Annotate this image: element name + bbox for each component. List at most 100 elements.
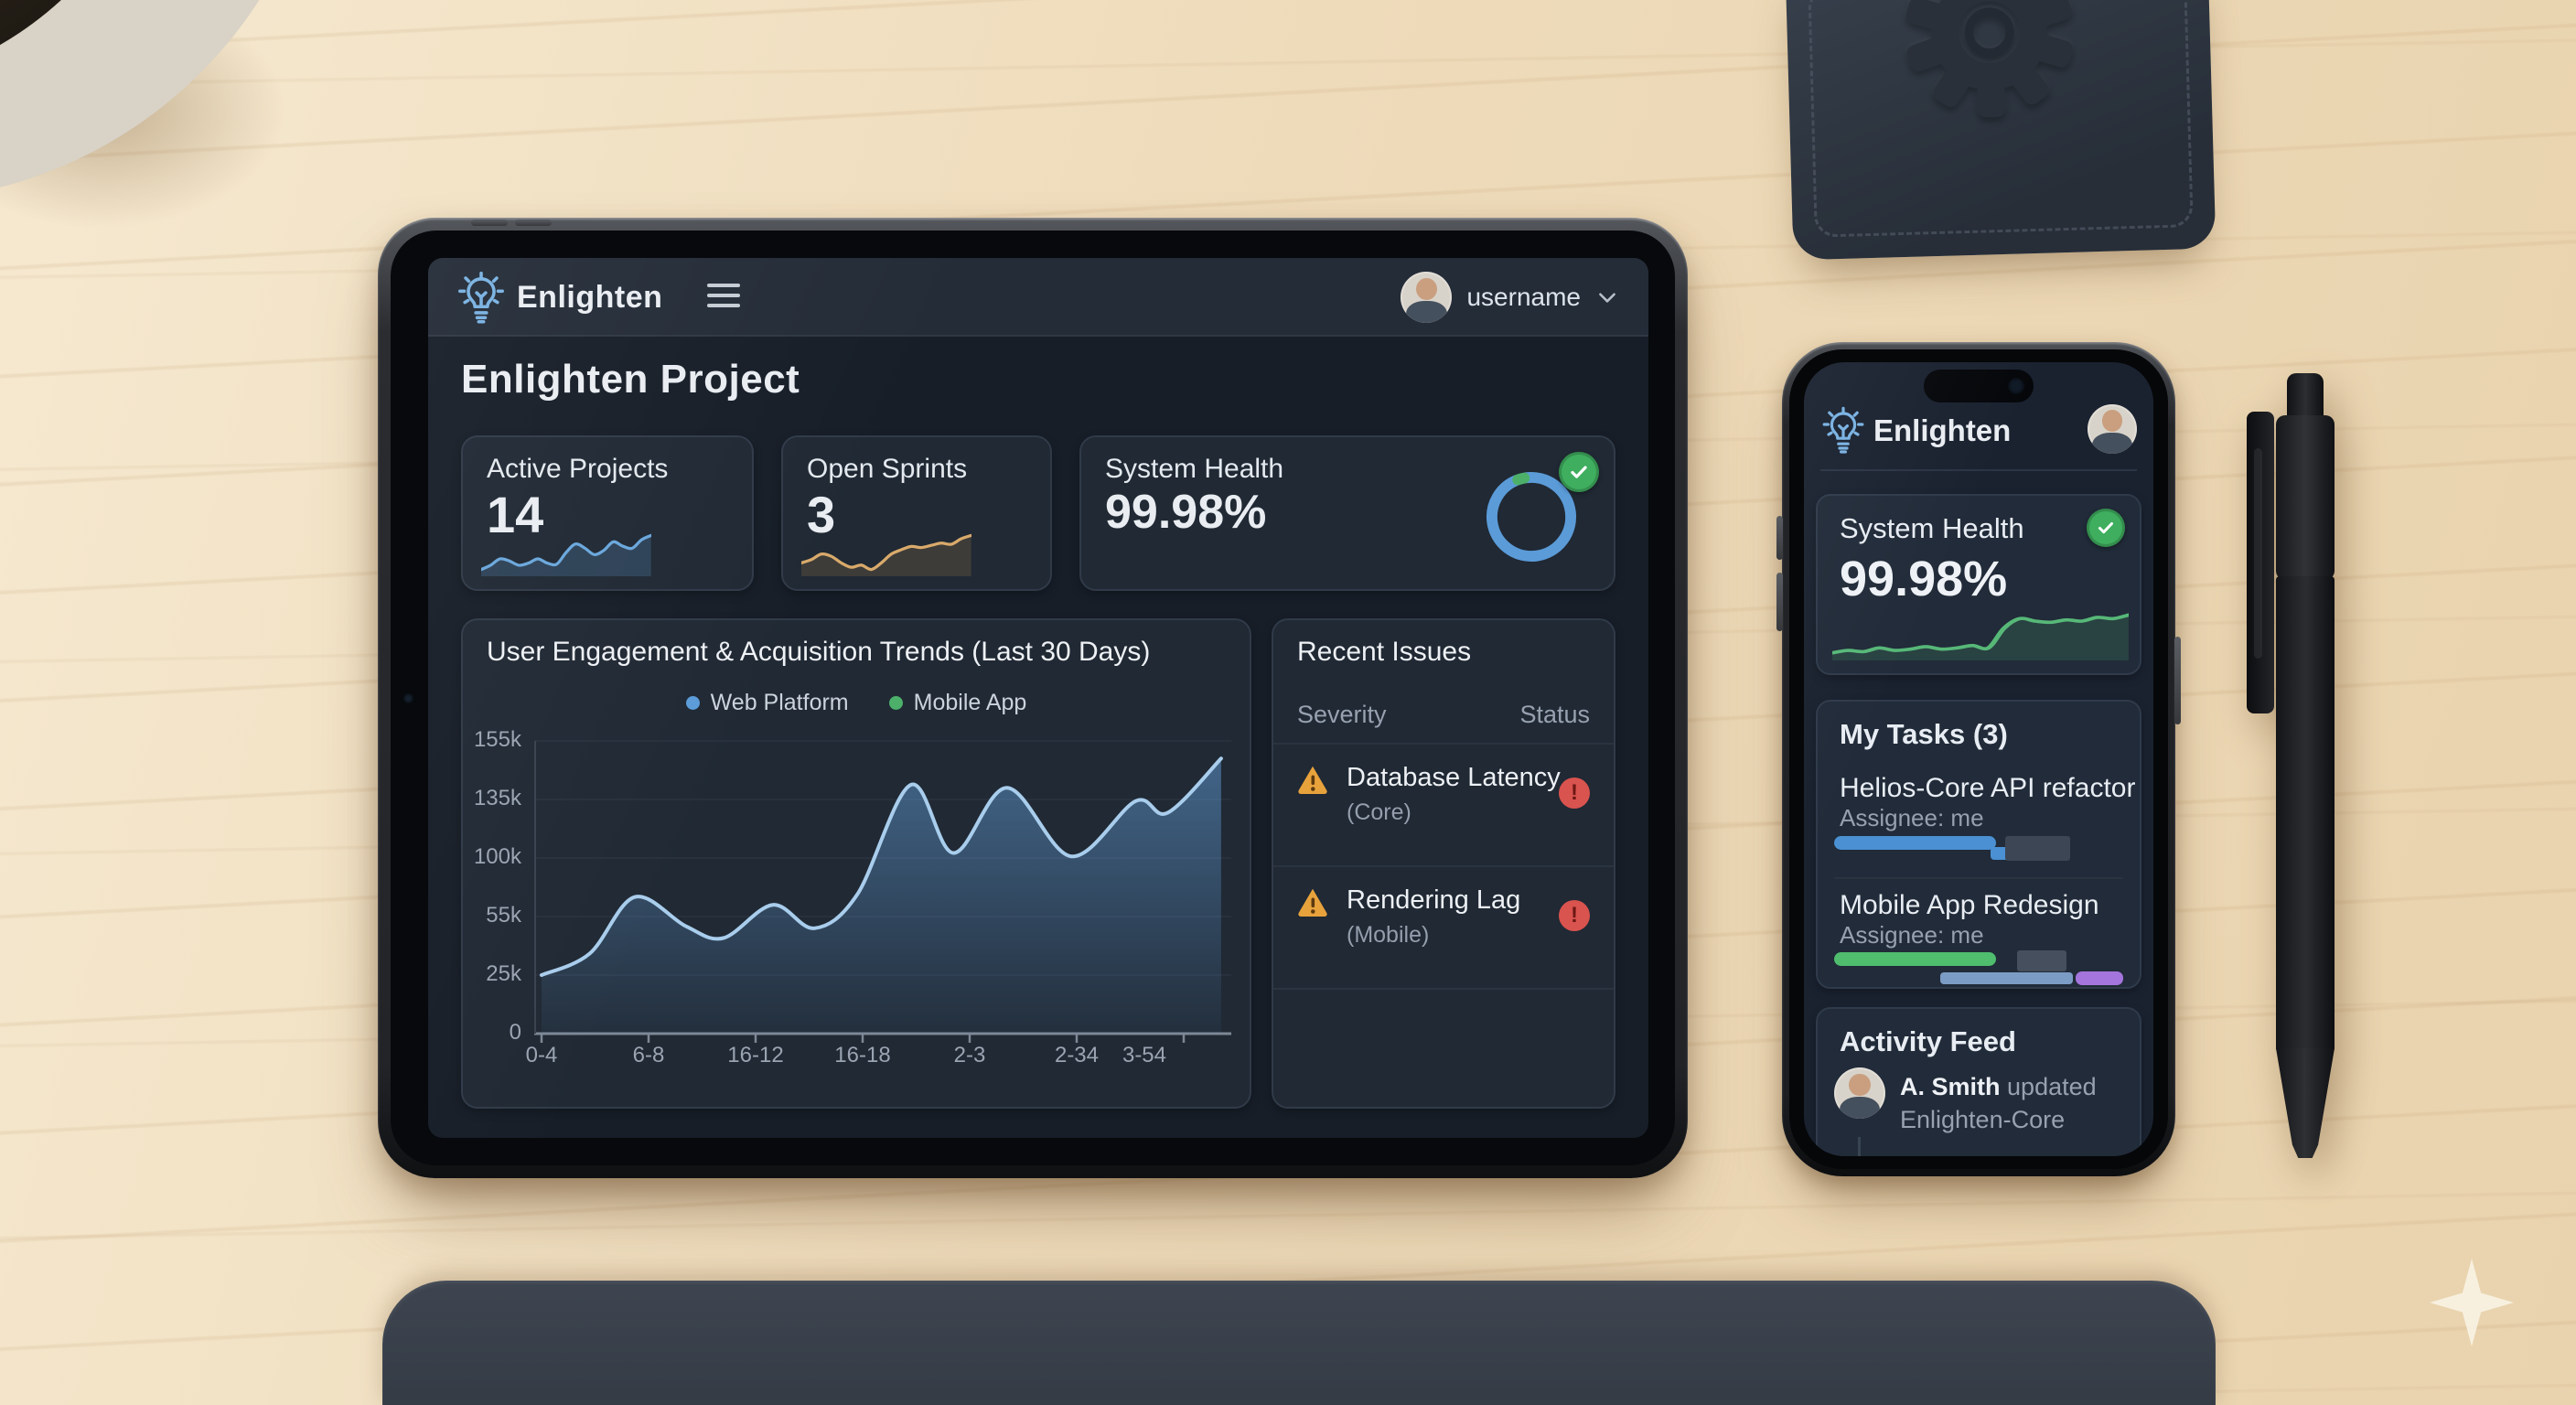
health-ok-check-icon: [1559, 452, 1599, 492]
chevron-down-icon: [1599, 293, 1615, 303]
pen-plunger: [2287, 373, 2324, 421]
tablet-volume-up-button[interactable]: [471, 220, 508, 226]
task-assignee: Assignee: me: [1840, 921, 1984, 949]
divider: [1273, 743, 1614, 745]
health-label: System Health: [1840, 512, 2024, 544]
app-title: Enlighten: [1873, 413, 2012, 447]
legend-item-mobile-app[interactable]: Mobile App: [888, 690, 1026, 716]
legend-item-web-platform[interactable]: Web Platform: [685, 690, 849, 716]
chart-legend: Web Platform Mobile App: [463, 690, 1250, 716]
pen-clip: [2247, 412, 2274, 713]
health-ok-check-icon: [2087, 509, 2125, 547]
progress-segment: [1834, 836, 1997, 850]
divider: [1834, 877, 2123, 879]
issues-column-headers: Severity Status: [1297, 701, 1590, 729]
tasks-title: My Tasks (3): [1840, 718, 2008, 750]
user-menu[interactable]: username: [1401, 269, 1619, 326]
y-axis-tick: 135k: [473, 786, 521, 810]
open-sprints-sparkline: [801, 533, 971, 576]
dynamic-island: [1924, 370, 2034, 402]
divider: [1273, 865, 1614, 867]
progress-segment: [2004, 836, 2070, 861]
progress-segment: [1939, 972, 2073, 984]
user-avatar[interactable]: [2088, 404, 2137, 454]
error-status-icon: !: [1559, 900, 1590, 931]
hamburger-menu-icon[interactable]: [707, 284, 740, 314]
tablet-volume-down-button[interactable]: [515, 220, 552, 226]
stat-card-active-projects: Active Projects 14: [461, 435, 754, 591]
column-status: Status: [1519, 701, 1590, 728]
activity-title: Activity Feed: [1840, 1025, 2016, 1057]
actor-avatar: [1834, 1067, 1885, 1119]
x-axis-tick: 6-8: [632, 1043, 665, 1067]
task-progress-bar: [1834, 834, 2129, 865]
phone-device: Enlighten System Health 99.98% My Tasks …: [1776, 342, 2181, 1176]
stat-card-open-sprints: Open Sprints 3: [781, 435, 1052, 591]
legend-label: Web Platform: [710, 690, 849, 715]
progress-segment: [2076, 971, 2123, 985]
task-name: Mobile App Redesign: [1840, 890, 2099, 920]
issue-row-database-latency[interactable]: Database Latency (Core) !: [1273, 763, 1614, 867]
divider: [1273, 988, 1614, 990]
y-axis-tick: 25k: [486, 961, 521, 986]
x-axis-tick: 2-34: [1054, 1043, 1100, 1067]
active-projects-sparkline: [481, 533, 651, 576]
x-axis-tick: 16-12: [727, 1043, 784, 1067]
activity-actor: A. Smith: [1900, 1073, 2001, 1100]
activity-timeline: [1858, 1137, 1861, 1156]
task-progress-bar: [1834, 950, 2129, 987]
issue-name: Rendering Lag: [1347, 885, 1521, 915]
phone-volume-down-button[interactable]: [1776, 573, 1783, 631]
y-axis-tick: 100k: [473, 844, 521, 869]
username-label: username: [1466, 283, 1581, 311]
phone-health-sparkline: [1832, 613, 2129, 660]
enlighten-logo-bulb-icon: [456, 271, 507, 324]
tablet-screen: Enlighten username Enlighten Project Act…: [428, 258, 1648, 1138]
user-avatar[interactable]: [1401, 272, 1453, 323]
y-axis-tick: 55k: [486, 903, 521, 928]
y-axis-tick: 155k: [473, 727, 521, 752]
enlighten-logo-bulb-icon: [1820, 406, 1866, 454]
phone-tasks-card: My Tasks (3) Helios-Core API refactor As…: [1816, 700, 2141, 989]
issue-scope: (Core): [1347, 799, 1411, 825]
stat-value: 99.98%: [1105, 486, 1267, 539]
activity-target: Enlighten-Core: [1900, 1106, 2066, 1133]
phone-screen: Enlighten System Health 99.98% My Tasks …: [1804, 362, 2153, 1156]
progress-segment: [2016, 950, 2067, 971]
issue-row-rendering-lag[interactable]: Rendering Lag (Mobile) !: [1273, 885, 1614, 990]
y-axis-tick: 0: [509, 1020, 521, 1045]
legend-dot-mobile-app: [888, 696, 903, 710]
error-status-icon: !: [1559, 778, 1590, 809]
recent-issues-panel: Recent Issues Severity Status Database L…: [1272, 618, 1615, 1109]
pen-upper-barrel: [2276, 415, 2334, 580]
task-name: Helios-Core API refactor: [1840, 773, 2136, 803]
activity-action: updated: [2007, 1073, 2097, 1100]
task-assignee: Assignee: me: [1840, 804, 1984, 831]
warning-icon: [1298, 766, 1327, 795]
stat-label: System Health: [1105, 454, 1284, 484]
system-health-donut: [1486, 471, 1577, 563]
x-axis-tick: 16-18: [834, 1043, 891, 1067]
tablet-camera-icon: [403, 693, 413, 703]
issues-title: Recent Issues: [1297, 637, 1472, 667]
phone-volume-up-button[interactable]: [1776, 516, 1783, 560]
engagement-area-chart: [534, 740, 1231, 1043]
stat-label: Open Sprints: [807, 454, 968, 484]
pen: [2239, 373, 2349, 1160]
x-axis-tick: 0-4: [525, 1043, 558, 1067]
x-axis-tick: 3-54: [1122, 1043, 1167, 1067]
pen-tip: [2276, 1048, 2334, 1158]
phone-camera-icon: [2008, 378, 2024, 394]
warning-icon: [1298, 888, 1327, 917]
tablet-device: Enlighten username Enlighten Project Act…: [378, 218, 1688, 1178]
leather-case: [1785, 0, 2216, 261]
phone-power-button[interactable]: [2174, 637, 2181, 724]
stat-value: 14: [487, 486, 544, 543]
gear-emboss-icon: [1905, 0, 2073, 118]
page-title: Enlighten Project: [461, 357, 800, 402]
progress-segment: [1834, 952, 1997, 966]
legend-dot-web-platform: [685, 696, 700, 710]
phone-activity-card: Activity Feed A. Smith updated Enlighten…: [1816, 1007, 2141, 1156]
tablet-app-header: Enlighten username: [428, 258, 1648, 337]
chart-title: User Engagement & Acquisition Trends (La…: [487, 637, 1151, 667]
